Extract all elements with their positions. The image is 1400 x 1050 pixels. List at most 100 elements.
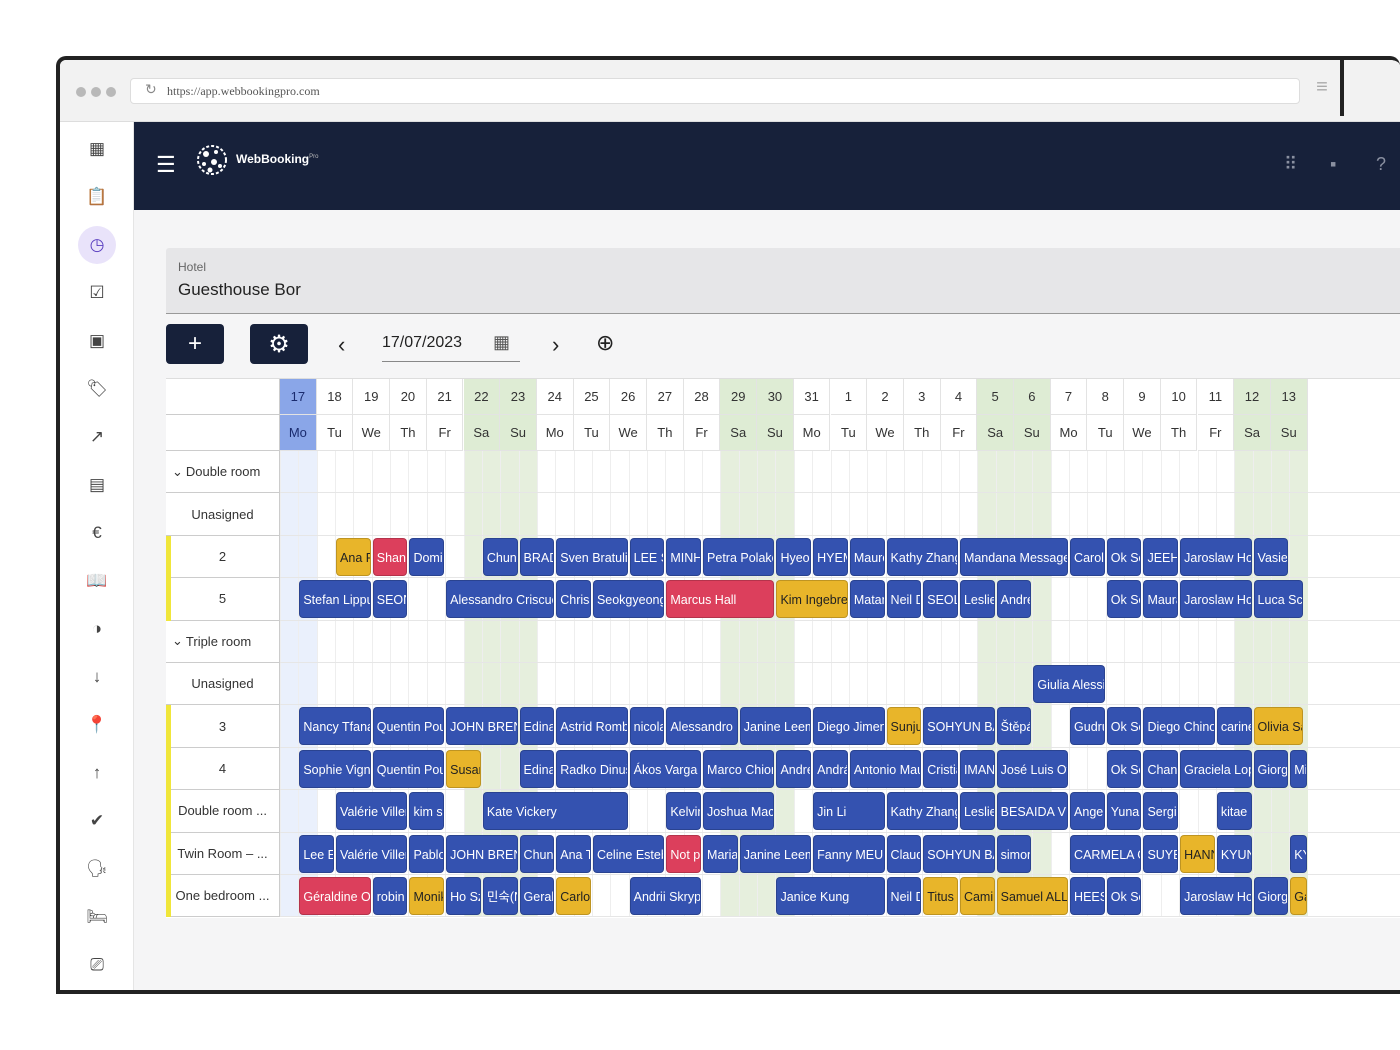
day-number[interactable]: 21 [426, 379, 464, 415]
booking-block[interactable]: Luca Schia [1253, 580, 1303, 619]
booking-block[interactable]: Kim Ingebrets [776, 580, 848, 619]
booking-block[interactable]: Shann [372, 537, 408, 576]
booking-block[interactable]: Kelvin [666, 792, 702, 831]
booking-block[interactable]: Janice Kung [776, 877, 885, 915]
booking-block[interactable]: BRADY [519, 537, 555, 576]
day-number[interactable]: 10 [1160, 379, 1198, 415]
booking-block[interactable]: 민숙(N [482, 877, 518, 915]
booking-block[interactable]: kim se [409, 792, 445, 831]
booking-block[interactable]: Alessandro Fe [666, 707, 738, 746]
booking-block[interactable]: HEESE [1070, 877, 1105, 915]
booking-block[interactable]: Angela [1070, 792, 1105, 831]
day-number[interactable]: 12 [1234, 379, 1271, 415]
chevron-down-icon[interactable]: ⌄ [172, 633, 183, 649]
booking-block[interactable]: Yunah [1106, 792, 1142, 831]
cast-icon[interactable]: ⎚ [90, 955, 104, 974]
pie-chart-icon[interactable]: ◑ [91, 619, 103, 638]
booking-block[interactable]: Kathy Zhang [886, 792, 958, 831]
booking-block[interactable]: Edina [519, 707, 555, 746]
booking-block[interactable]: Marco Chione [703, 749, 775, 788]
booking-block[interactable]: Giulia Alessi [1033, 665, 1105, 703]
booking-block[interactable]: Astrid Rombo [556, 707, 628, 746]
booking-block[interactable]: Mi [1290, 749, 1307, 788]
trending-icon[interactable]: ↗ [89, 427, 105, 446]
reload-icon[interactable]: ↻ [145, 83, 157, 98]
day-number[interactable]: 24 [536, 379, 574, 415]
booking-block[interactable]: Hyeon [776, 537, 812, 576]
booking-block[interactable]: Gudru [1070, 707, 1105, 746]
day-number[interactable]: 18 [316, 379, 354, 415]
clipboard-check-icon[interactable]: ✔ [89, 811, 105, 830]
booking-block[interactable]: Jaroslaw Horo [1180, 877, 1252, 915]
booking-block[interactable]: Chun- [519, 834, 555, 873]
booking-block[interactable]: Matan [849, 580, 885, 619]
day-number[interactable]: 31 [793, 379, 831, 415]
booking-block[interactable]: Sunjur [886, 707, 922, 746]
booking-block[interactable]: Graciela Lope [1180, 749, 1252, 788]
booking-block[interactable]: Ana To [556, 834, 591, 873]
booking-block[interactable]: KYUN [1216, 834, 1252, 873]
booking-block[interactable]: Diego Jimene [813, 707, 885, 746]
booking-block[interactable]: Ákos Varga [629, 749, 702, 788]
booking-block[interactable]: Carlos [556, 877, 591, 915]
booking-block[interactable]: BESAIDA VER [996, 792, 1069, 831]
calendar-icon[interactable]: ▣ [88, 331, 106, 350]
booking-block[interactable]: Gerald [519, 877, 555, 915]
booking-block[interactable]: Maria [703, 834, 738, 873]
booking-block[interactable]: Mandana Messager [959, 537, 1069, 576]
day-number[interactable]: 1 [830, 379, 868, 415]
booking-block[interactable]: Cristia [923, 749, 958, 788]
day-number[interactable]: 29 [720, 379, 758, 415]
location-icon[interactable]: 📍 [86, 715, 108, 734]
booking-block[interactable]: András [813, 749, 848, 788]
booking-block[interactable]: Ga [1290, 877, 1307, 915]
booking-block[interactable]: Alessandro Criscuolo [446, 580, 555, 619]
room-group-label[interactable]: ⌄ Triple room [166, 620, 280, 663]
booking-block[interactable]: nicolas [629, 707, 665, 746]
day-number[interactable]: 26 [610, 379, 647, 415]
booking-block[interactable]: Neil D [886, 580, 922, 619]
booking-block[interactable]: Leslie [959, 580, 995, 619]
day-number[interactable]: 4 [940, 379, 978, 415]
booking-block[interactable]: Valérie Villene [336, 834, 408, 873]
prev-period-button[interactable]: ‹ [338, 332, 346, 357]
booking-block[interactable]: Janine Leemr [739, 707, 812, 746]
booking-block[interactable]: JOHN BRENN [446, 707, 518, 746]
day-number[interactable]: 25 [573, 379, 611, 415]
booking-block[interactable]: Celine Esteba [592, 834, 665, 873]
next-period-button[interactable]: › [552, 332, 560, 357]
booking-block[interactable]: Chrissi [556, 580, 591, 619]
booking-block[interactable]: Edina [519, 749, 555, 788]
booking-block[interactable]: Diego Chinos [1143, 707, 1215, 746]
booking-block[interactable]: Ok So [1106, 877, 1142, 915]
browser-menu-icon[interactable]: ≡ [1316, 76, 1328, 98]
booking-block[interactable]: Janine Leemr [739, 834, 812, 873]
booking-block[interactable]: carine [1216, 707, 1252, 746]
day-number[interactable]: 6 [1014, 379, 1051, 415]
booking-block[interactable]: Ok So [1106, 580, 1142, 619]
booking-block[interactable]: Chanh [1143, 749, 1179, 788]
booking-block[interactable]: Susan [446, 749, 481, 788]
day-number[interactable]: 17 [280, 379, 317, 415]
booking-block[interactable]: José Luis Ove [996, 749, 1069, 788]
hotel-bed-icon[interactable]: 🛏 [86, 907, 108, 926]
url-bar[interactable]: ↻ https://app.webbookingpro.com [130, 78, 1300, 104]
settings-button[interactable]: ⚙ [250, 324, 308, 364]
booking-block[interactable]: Kate Vickery [482, 792, 628, 831]
day-number[interactable]: 8 [1087, 379, 1125, 415]
booking-block[interactable]: Mauro [849, 537, 885, 576]
booking-block[interactable]: Andrea [996, 580, 1032, 619]
feedback-icon[interactable]: ▪ [1330, 154, 1337, 174]
booking-block[interactable]: Jaroslaw Horo [1180, 580, 1252, 619]
booking-block[interactable]: Štěpán [996, 707, 1032, 746]
booking-block[interactable]: Lee Eu [299, 834, 335, 873]
booking-block[interactable]: Joshua Mack [703, 792, 775, 831]
booking-block[interactable]: Jaroslaw Horo [1180, 537, 1252, 576]
booking-block[interactable]: SOHYUN BAE [923, 707, 995, 746]
clipboard-icon[interactable]: 📋 [86, 187, 108, 206]
booking-block[interactable]: Ok So [1106, 707, 1142, 746]
booking-block[interactable]: Sophie Vigna [299, 749, 371, 788]
booking-block[interactable]: SEONJ [372, 580, 408, 619]
day-number[interactable]: 5 [977, 379, 1014, 415]
